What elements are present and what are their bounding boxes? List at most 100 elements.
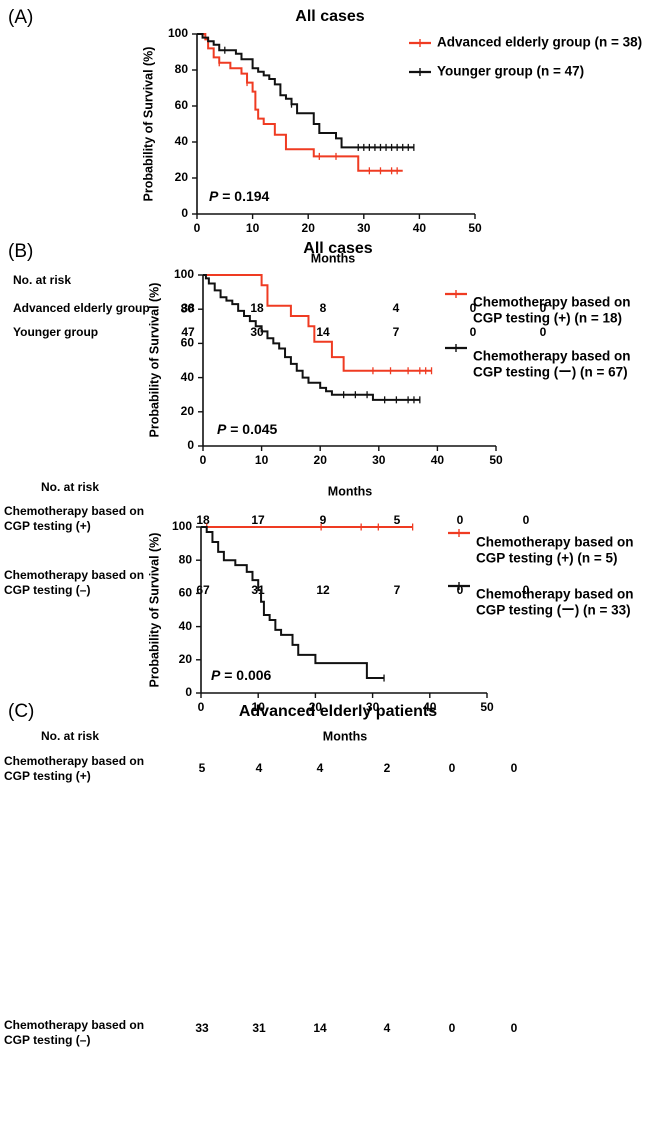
risk-table-heading: No. at risk xyxy=(41,729,99,743)
x-tick-label: 40 xyxy=(413,221,427,235)
x-tick-label: 0 xyxy=(194,221,201,235)
y-tick-label: 60 xyxy=(181,336,195,350)
x-tick-label: 10 xyxy=(255,453,269,467)
risk-value: 67 xyxy=(196,583,210,597)
p-value-symbol: P xyxy=(209,188,219,204)
legend-label: Advanced elderly group (n = 38) xyxy=(437,35,642,50)
p-value-text: = 0.194 xyxy=(218,188,269,204)
risk-value: 0 xyxy=(470,325,477,339)
x-tick-label: 50 xyxy=(480,700,494,714)
y-tick-label: 60 xyxy=(175,98,189,112)
x-tick-label: 10 xyxy=(246,221,260,235)
risk-value: 0 xyxy=(470,301,477,315)
x-axis-label: Months xyxy=(311,251,355,265)
risk-row-label: Chemotherapy based on xyxy=(4,568,144,582)
risk-value: 18 xyxy=(250,301,264,315)
risk-row-label: Chemotherapy based on xyxy=(4,754,144,768)
y-axis-label: Probability of Survival (%) xyxy=(147,283,161,438)
risk-value: 4 xyxy=(317,761,324,775)
risk-value: 2 xyxy=(384,761,391,775)
p-value-text: = 0.006 xyxy=(220,667,271,683)
risk-value: 4 xyxy=(384,1021,391,1035)
x-tick-label: 40 xyxy=(423,700,437,714)
y-tick-label: 100 xyxy=(172,519,192,533)
risk-value: 33 xyxy=(195,1021,209,1035)
risk-value: 38 xyxy=(181,301,195,315)
risk-value: 0 xyxy=(449,761,456,775)
risk-row-label: CGP testing (–) xyxy=(4,583,90,597)
risk-row-label: CGP testing (+) xyxy=(4,519,91,533)
risk-value: 5 xyxy=(199,761,206,775)
km-curve-black xyxy=(203,274,420,401)
risk-value: 47 xyxy=(181,325,195,339)
legend-label: Chemotherapy based on xyxy=(476,587,634,602)
x-tick-label: 40 xyxy=(431,453,445,467)
chart-title: Advanced elderly patients xyxy=(239,703,437,720)
risk-value: 7 xyxy=(394,583,401,597)
x-tick-label: 0 xyxy=(200,453,207,467)
x-tick-label: 30 xyxy=(366,700,380,714)
x-tick-label: 20 xyxy=(302,221,316,235)
risk-value: 5 xyxy=(394,513,401,527)
risk-value: 8 xyxy=(320,301,327,315)
y-tick-label: 20 xyxy=(181,404,195,418)
km-curve-red xyxy=(203,274,432,372)
p-value: P = 0.194 xyxy=(209,188,270,204)
legend-label: CGP testing (+) (n = 5) xyxy=(476,551,618,566)
legend-label: CGP testing (ー) (n = 67) xyxy=(473,365,628,380)
risk-row-label: Younger group xyxy=(13,325,98,339)
panel-label: (B) xyxy=(8,241,33,262)
y-tick-label: 20 xyxy=(175,170,189,184)
legend-label: Younger group (n = 47) xyxy=(437,64,584,79)
x-tick-label: 20 xyxy=(309,700,323,714)
y-tick-label: 100 xyxy=(174,267,194,281)
p-value: P = 0.006 xyxy=(211,667,272,683)
risk-value: 0 xyxy=(457,513,464,527)
x-tick-label: 10 xyxy=(252,700,266,714)
risk-value: 0 xyxy=(457,583,464,597)
legend-label: Chemotherapy based on xyxy=(473,295,631,310)
p-value-text: = 0.045 xyxy=(226,421,277,437)
risk-value: 0 xyxy=(523,583,530,597)
x-axis-label: Months xyxy=(328,484,372,498)
risk-value: 0 xyxy=(511,761,518,775)
risk-row-label: Advanced elderly group xyxy=(13,301,150,315)
p-value: P = 0.045 xyxy=(217,421,278,437)
risk-value: 0 xyxy=(511,1021,518,1035)
risk-table-heading: No. at risk xyxy=(13,273,71,287)
p-value-symbol: P xyxy=(217,421,227,437)
risk-value: 17 xyxy=(251,513,265,527)
risk-value: 31 xyxy=(252,1021,266,1035)
risk-row-label: CGP testing (–) xyxy=(4,1033,90,1047)
risk-row-label: Chemotherapy based on xyxy=(4,504,144,518)
x-axis-label: Months xyxy=(323,729,367,743)
risk-value: 14 xyxy=(316,325,330,339)
risk-value: 0 xyxy=(540,301,547,315)
risk-value: 4 xyxy=(393,301,400,315)
y-tick-label: 40 xyxy=(181,370,195,384)
chart-title: All cases xyxy=(295,8,364,25)
y-tick-label: 20 xyxy=(179,652,193,666)
risk-row-label: Chemotherapy based on xyxy=(4,1018,144,1032)
risk-row-label: CGP testing (+) xyxy=(4,769,91,783)
km-curve-black xyxy=(201,526,385,680)
x-tick-label: 30 xyxy=(372,453,386,467)
risk-value: 18 xyxy=(196,513,210,527)
risk-value: 0 xyxy=(540,325,547,339)
panel-label: (C) xyxy=(8,701,34,722)
risk-value: 30 xyxy=(250,325,264,339)
y-tick-label: 40 xyxy=(179,619,193,633)
legend-label: Chemotherapy based on xyxy=(473,349,631,364)
risk-value: 0 xyxy=(449,1021,456,1035)
x-tick-label: 50 xyxy=(468,221,482,235)
chart-title: All cases xyxy=(303,240,372,257)
legend-label: CGP testing (ー) (n = 33) xyxy=(476,603,631,618)
y-tick-label: 0 xyxy=(187,438,194,452)
y-tick-label: 0 xyxy=(185,685,192,699)
panel-label: (A) xyxy=(8,7,33,28)
x-tick-label: 50 xyxy=(489,453,503,467)
risk-table-heading: No. at risk xyxy=(41,480,99,494)
